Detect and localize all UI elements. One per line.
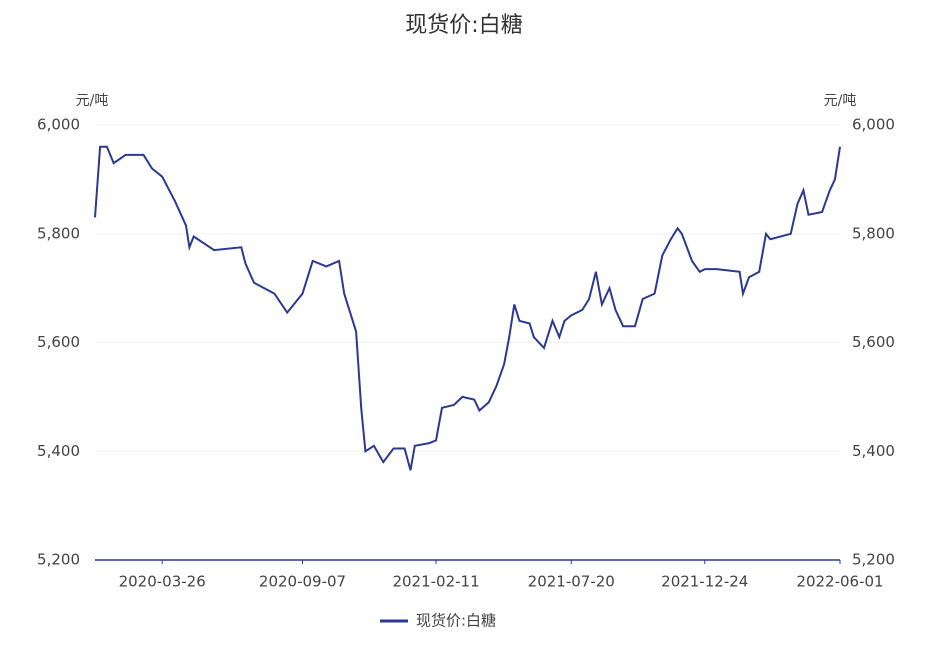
legend-label: 现货价:白糖 bbox=[416, 612, 496, 630]
y-tick-label: 6,000 bbox=[37, 116, 80, 134]
y2-axis-unit: 元/吨 bbox=[824, 93, 857, 109]
x-tick-label: 2020-03-26 bbox=[119, 573, 206, 591]
x-tick-label: 2021-07-20 bbox=[528, 573, 615, 591]
x-tick-label: 2021-02-11 bbox=[392, 573, 479, 591]
chart-title: 现货价:白糖 bbox=[405, 13, 522, 38]
x-tick-label: 2021-12-24 bbox=[661, 573, 748, 591]
y2-tick-label: 5,400 bbox=[852, 442, 895, 460]
y-tick-label: 5,400 bbox=[37, 442, 80, 460]
y-tick-label: 5,800 bbox=[37, 224, 80, 242]
y-axis-unit: 元/吨 bbox=[76, 93, 109, 109]
y2-tick-label: 5,200 bbox=[852, 551, 895, 569]
y-tick-label: 5,200 bbox=[37, 551, 80, 569]
y-tick-label: 5,600 bbox=[37, 333, 80, 351]
x-tick-label: 2022-06-01 bbox=[796, 573, 883, 591]
y2-tick-label: 5,800 bbox=[852, 224, 895, 242]
x-tick-label: 2020-09-07 bbox=[259, 573, 346, 591]
y2-tick-label: 6,000 bbox=[852, 116, 895, 134]
y2-tick-label: 5,600 bbox=[852, 333, 895, 351]
series-line bbox=[94, 145, 841, 471]
